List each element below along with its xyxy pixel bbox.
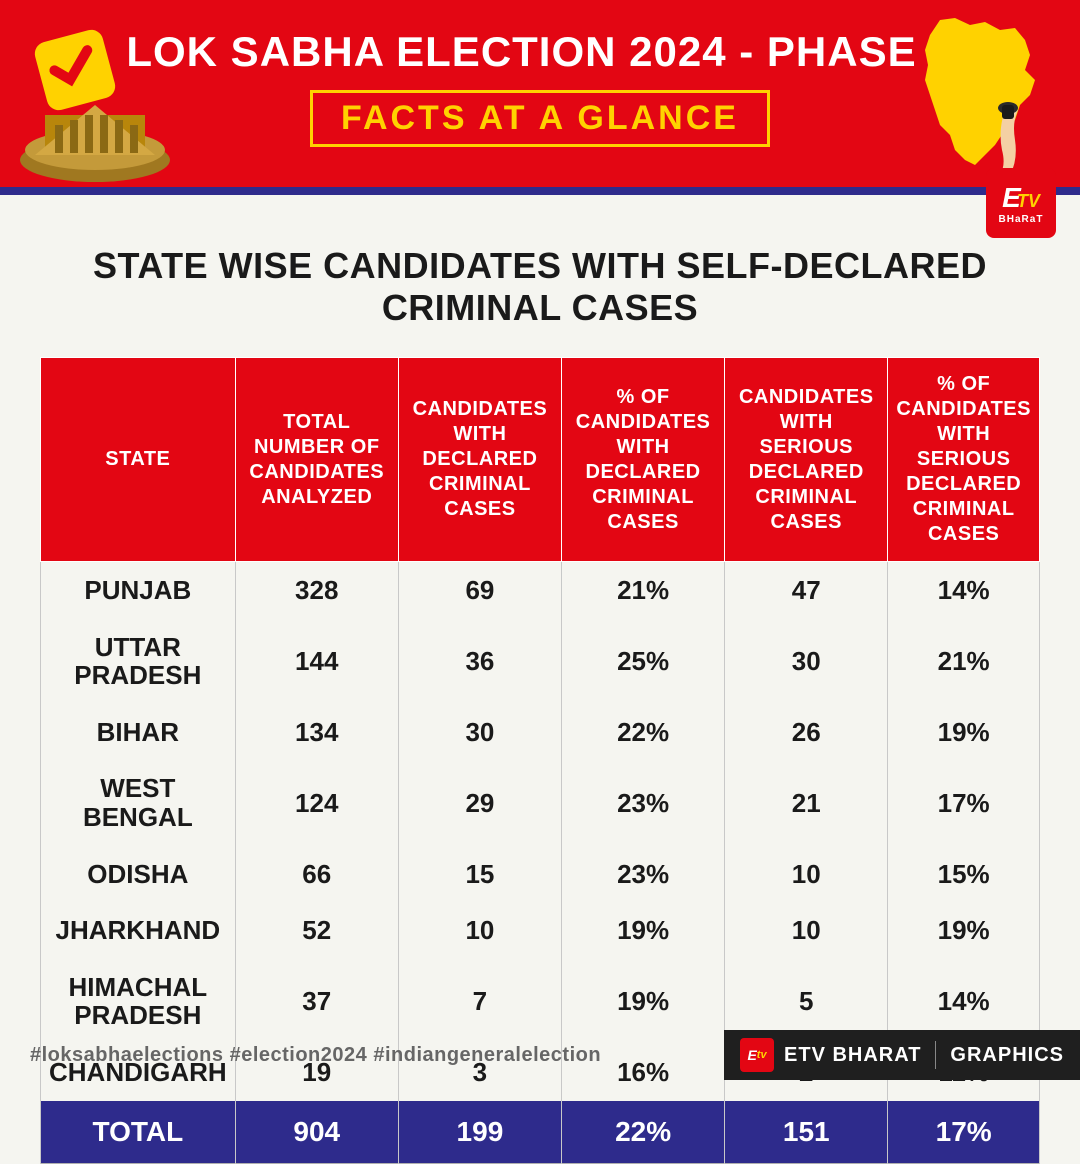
table-row: PUNJAB3286921%4714% [41,562,1040,619]
brand-name: BHaRaT [999,214,1044,225]
col-total: TOTAL NUMBER OF CANDIDATES ANALYZED [235,358,398,562]
credit-box: Etv ETV BHARAT GRAPHICS [724,1030,1080,1080]
table-cell: 21 [725,760,888,845]
table-cell: 19% [888,902,1040,959]
table-cell: PUNJAB [41,562,236,619]
table-cell: 21% [562,562,725,619]
table-total-row: TOTAL90419922%15117% [41,1101,1040,1164]
india-map-icon [880,10,1060,190]
table-cell: BIHAR [41,704,236,761]
table-cell: 21% [888,619,1040,704]
table-cell: 23% [562,846,725,903]
table-title: STATE WISE CANDIDATES WITH SELF-DECLARED… [40,245,1040,329]
credit-logo-icon: Etv [740,1038,774,1072]
credit-divider [935,1041,936,1069]
table-cell: 124 [235,760,398,845]
table-cell: 47 [725,562,888,619]
table-cell: WEST BENGAL [41,760,236,845]
table-cell: 30 [725,619,888,704]
table-total-cell: 151 [725,1101,888,1164]
hashtags: #loksabhaelections #election2024 #indian… [30,1044,601,1067]
table-cell: 19% [562,902,725,959]
table-total-cell: 904 [235,1101,398,1164]
table-cell: JHARKHAND [41,902,236,959]
table-total-cell: TOTAL [41,1101,236,1164]
table-row: JHARKHAND521019%1019% [41,902,1040,959]
brand-tv: TV [1017,191,1040,211]
col-state: STATE [41,358,236,562]
table-cell: 17% [888,760,1040,845]
table-cell: 69 [398,562,561,619]
table-cell: UTTAR PRADESH [41,619,236,704]
table-cell: 10 [398,902,561,959]
col-serious: CANDIDATES WITH SERIOUS DECLARED CRIMINA… [725,358,888,562]
ballot-building-icon [10,20,180,190]
credit-brand: ETV BHARAT [784,1044,921,1067]
table-cell: 29 [398,760,561,845]
table-cell: 52 [235,902,398,959]
header-subtitle: FACTS AT A GLANCE [310,90,770,147]
table-cell: 19% [888,704,1040,761]
table-row: BIHAR1343022%2619% [41,704,1040,761]
table-cell: 14% [888,562,1040,619]
table-cell: 328 [235,562,398,619]
col-pct-criminal: % OF CANDIDATES WITH DECLARED CRIMINAL C… [562,358,725,562]
table-row: UTTAR PRADESH1443625%3021% [41,619,1040,704]
table-cell: 25% [562,619,725,704]
table-cell: ODISHA [41,846,236,903]
header-banner: LOK SABHA ELECTION 2024 - PHASE 7 FACTS … [0,0,1080,195]
table-cell: 26 [725,704,888,761]
credit-section: GRAPHICS [950,1044,1064,1067]
table-total-cell: 199 [398,1101,561,1164]
table-cell: 22% [562,704,725,761]
brand-logo: ETV BHaRaT [986,168,1056,238]
table-total-cell: 17% [888,1101,1040,1164]
content-area: STATE WISE CANDIDATES WITH SELF-DECLARED… [0,195,1080,1164]
table-cell: 10 [725,902,888,959]
table-cell: 15 [398,846,561,903]
table-cell: 134 [235,704,398,761]
col-criminal: CANDIDATES WITH DECLARED CRIMINAL CASES [398,358,561,562]
table-cell: 10 [725,846,888,903]
table-cell: 15% [888,846,1040,903]
table-total-cell: 22% [562,1101,725,1164]
table-row: ODISHA661523%1015% [41,846,1040,903]
table-header-row: STATE TOTAL NUMBER OF CANDIDATES ANALYZE… [41,358,1040,562]
table-cell: 66 [235,846,398,903]
col-pct-serious: % OF CANDIDATES WITH SERIOUS DECLARED CR… [888,358,1040,562]
table-cell: 144 [235,619,398,704]
footer: #loksabhaelections #election2024 #indian… [0,1030,1080,1080]
table-row: WEST BENGAL1242923%2117% [41,760,1040,845]
table-cell: 23% [562,760,725,845]
table-cell: 36 [398,619,561,704]
table-cell: 30 [398,704,561,761]
